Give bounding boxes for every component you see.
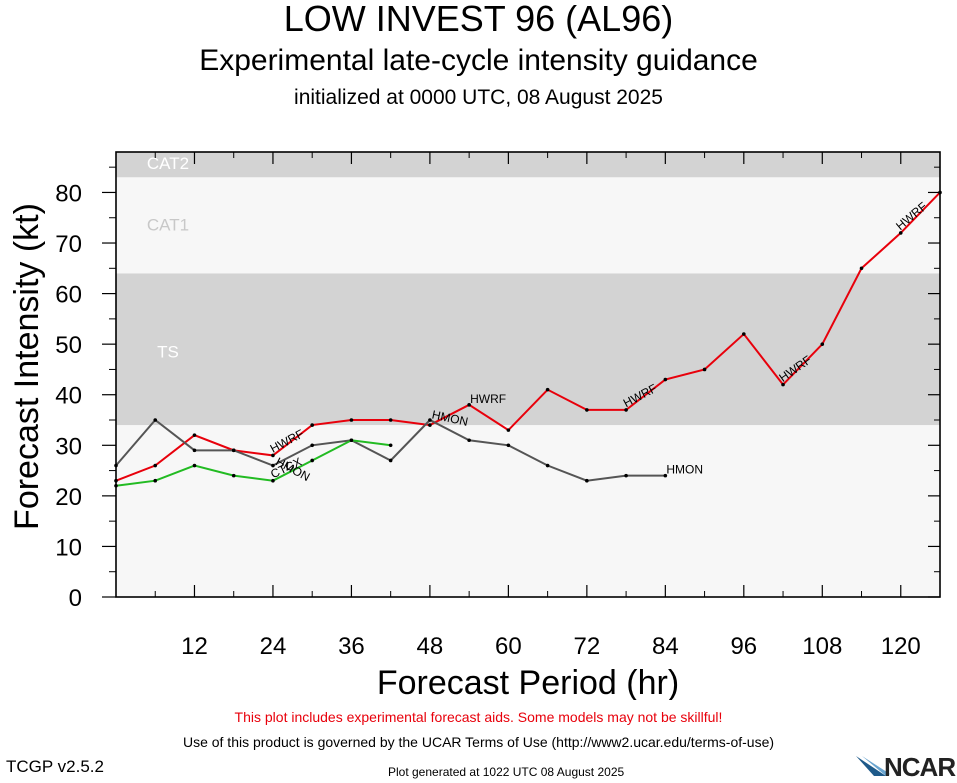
init-time: initialized at 0000 UTC, 08 August 2025 bbox=[294, 86, 663, 109]
point-hmon bbox=[192, 448, 197, 453]
annotation-label: HMON bbox=[666, 463, 703, 477]
point-ctcx bbox=[192, 463, 197, 468]
series-line-hwrf bbox=[115, 191, 941, 482]
band-label-ts: TS bbox=[157, 342, 179, 361]
point-hmon bbox=[388, 458, 393, 463]
point-ctcx bbox=[310, 458, 314, 463]
y-tick-label: 80 bbox=[55, 180, 82, 207]
point-hmon bbox=[545, 463, 550, 468]
y-tick-label: 10 bbox=[55, 534, 82, 561]
point-ctcx bbox=[388, 443, 393, 448]
category-band-labels: TS CAT1 CAT2 bbox=[147, 154, 189, 361]
annotation-label: HMON bbox=[431, 408, 470, 429]
point-hwrf bbox=[428, 423, 432, 427]
point-hwrf bbox=[506, 428, 511, 432]
y-tick-label: 20 bbox=[55, 484, 82, 511]
band-ts bbox=[116, 273, 940, 426]
point-hmon bbox=[428, 418, 432, 422]
point-hwrf bbox=[820, 342, 825, 346]
y-tick-label: 30 bbox=[55, 433, 82, 460]
terms-text: Use of this product is governed by the U… bbox=[182, 734, 775, 750]
y-tick-label: 0 bbox=[69, 585, 82, 612]
annotation-text: HWRF bbox=[470, 392, 506, 406]
axis-ticks: 12 24 36 48 60 72 84 96 108 120 0 10 20 30 40 50 60 70 80 bbox=[55, 152, 940, 660]
y-axis-label: Forecast Intensity (kt) bbox=[8, 203, 46, 530]
point-hmon bbox=[153, 418, 158, 422]
point-hwrf bbox=[467, 403, 471, 407]
version-label: TCGP v2.5.2 bbox=[6, 757, 104, 776]
ncar-logo-mark-icon bbox=[856, 756, 890, 776]
point-hwrf bbox=[781, 382, 785, 387]
band-cat2 bbox=[116, 152, 940, 178]
annotation-text: HMON bbox=[666, 463, 703, 477]
point-ctcx bbox=[349, 438, 354, 443]
point-hwrf bbox=[859, 266, 864, 271]
chart-subtitle: Experimental late-cycle intensity guidan… bbox=[199, 44, 758, 77]
plot-frame bbox=[115, 151, 941, 598]
point-hwrf bbox=[192, 433, 197, 437]
x-tick-label: 36 bbox=[338, 633, 365, 660]
x-tick-label: 24 bbox=[260, 633, 287, 660]
chart-title: LOW INVEST 96 (AL96) bbox=[283, 0, 674, 39]
point-hmon bbox=[310, 443, 314, 448]
point-hwrf bbox=[624, 408, 628, 412]
category-bands bbox=[116, 152, 940, 597]
point-hwrf bbox=[545, 387, 550, 392]
point-hmon bbox=[506, 443, 511, 448]
band-label-cat1: CAT1 bbox=[147, 215, 189, 234]
band-cat1 bbox=[116, 177, 940, 274]
point-hwrf bbox=[585, 408, 589, 412]
x-tick-label: 72 bbox=[574, 633, 601, 660]
x-tick-label: 84 bbox=[652, 633, 679, 660]
generated-timestamp: Plot generated at 1022 UTC 08 August 202… bbox=[388, 765, 625, 779]
point-ctcx bbox=[153, 478, 158, 483]
series-lines bbox=[114, 190, 942, 488]
point-hmon bbox=[624, 473, 628, 478]
point-hmon bbox=[271, 463, 275, 468]
intensity-chart: TS CAT1 CAT2 12 24 36 48 60 72 84 96 108 120 0 10 20 30… bbox=[8, 151, 942, 700]
x-tick-label: 108 bbox=[802, 633, 842, 660]
x-tick-label: 120 bbox=[881, 633, 921, 660]
point-hmon bbox=[231, 448, 236, 453]
point-hmon bbox=[585, 478, 589, 483]
point-hwrf bbox=[898, 231, 903, 235]
x-tick-label: 12 bbox=[181, 633, 208, 660]
point-hwrf bbox=[349, 418, 354, 422]
point-hwrf bbox=[271, 453, 275, 458]
point-hmon bbox=[467, 438, 471, 443]
point-hwrf bbox=[663, 377, 668, 382]
x-tick-label: 48 bbox=[417, 633, 444, 660]
y-tick-label: 40 bbox=[55, 383, 82, 410]
point-hwrf bbox=[702, 367, 707, 372]
y-tick-label: 70 bbox=[55, 231, 82, 258]
warning-text: This plot includes experimental forecast… bbox=[234, 709, 723, 725]
x-axis-label: Forecast Period (hr) bbox=[377, 664, 679, 700]
y-tick-label: 50 bbox=[55, 332, 82, 359]
band-label-cat2: CAT2 bbox=[147, 154, 189, 173]
point-hmon bbox=[663, 473, 668, 478]
point-hwrf bbox=[310, 423, 314, 427]
ncar-logo: NCAR bbox=[856, 752, 957, 782]
y-tick-label: 60 bbox=[55, 282, 82, 309]
point-ctcx bbox=[231, 473, 236, 478]
annotation-label: HWRF bbox=[470, 392, 506, 406]
point-hwrf bbox=[388, 418, 393, 422]
ncar-logo-text: NCAR bbox=[884, 752, 956, 782]
point-ctcx bbox=[271, 478, 275, 483]
point-hwrf bbox=[153, 463, 158, 468]
series-line-ctcx bbox=[115, 439, 391, 487]
point-hwrf bbox=[742, 332, 746, 336]
x-tick-label: 96 bbox=[730, 633, 757, 660]
x-tick-label: 60 bbox=[495, 633, 522, 660]
